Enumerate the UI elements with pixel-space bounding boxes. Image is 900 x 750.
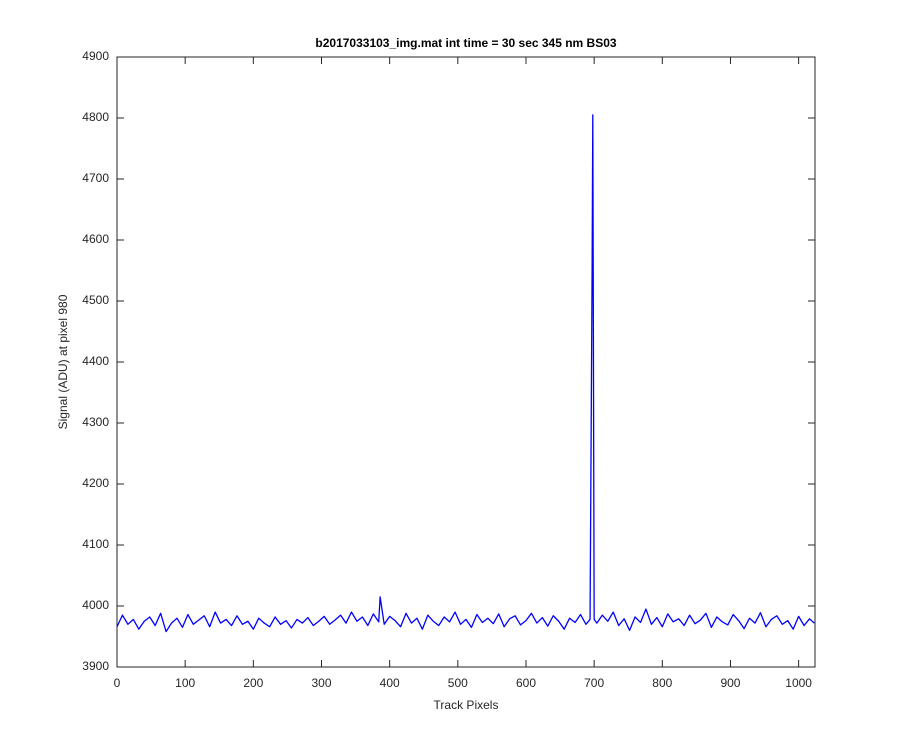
y-tick-label: 4800 <box>82 110 109 124</box>
y-tick-label: 4200 <box>82 476 109 490</box>
chart-title: b2017033103_img.mat int time = 30 sec 34… <box>315 36 616 50</box>
y-tick-label: 4700 <box>82 171 109 185</box>
y-tick-label: 3900 <box>82 659 109 673</box>
y-tick-label: 4500 <box>82 293 109 307</box>
y-tick-label: 4600 <box>82 232 109 246</box>
data-line <box>116 114 815 633</box>
x-tick-label: 100 <box>175 676 195 690</box>
y-tick-label: 4000 <box>82 598 109 612</box>
x-tick-label: 800 <box>652 676 672 690</box>
plot-area <box>116 56 816 668</box>
x-tick-label: 1000 <box>785 676 812 690</box>
x-tick-label: 600 <box>516 676 536 690</box>
y-tick-label: 4400 <box>82 354 109 368</box>
x-tick-label: 0 <box>114 676 121 690</box>
x-tick-label: 500 <box>448 676 468 690</box>
y-axis-label: Signal (ADU) at pixel 980 <box>56 294 70 429</box>
x-tick-label: 700 <box>584 676 604 690</box>
y-tick-label: 4300 <box>82 415 109 429</box>
x-tick-label: 900 <box>720 676 740 690</box>
x-tick-label: 300 <box>311 676 331 690</box>
x-axis-label: Track Pixels <box>434 698 499 712</box>
y-tick-label: 4100 <box>82 537 109 551</box>
x-tick-label: 400 <box>380 676 400 690</box>
x-tick-label: 200 <box>243 676 263 690</box>
y-tick-label: 4900 <box>82 49 109 63</box>
